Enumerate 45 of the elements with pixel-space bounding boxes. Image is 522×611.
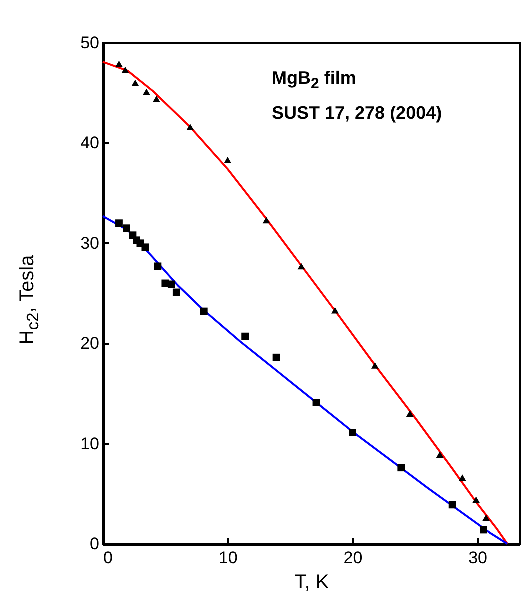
point [398, 464, 406, 472]
x-tick-label: 0 [104, 548, 113, 568]
point [142, 88, 150, 96]
point [482, 514, 490, 522]
point [186, 124, 194, 130]
y-tick-label: 40 [80, 134, 100, 153]
point [448, 501, 456, 509]
point [348, 429, 356, 436]
point [142, 244, 150, 252]
point [116, 220, 123, 228]
point [332, 307, 339, 314]
point [312, 399, 320, 406]
y-tick-label: 20 [80, 334, 100, 354]
point [172, 288, 180, 296]
point [200, 308, 208, 316]
point [262, 217, 270, 224]
y-tick-label: 30 [80, 234, 100, 253]
point [123, 224, 130, 232]
y-tick-label: 50 [80, 34, 100, 52]
point [116, 60, 123, 68]
point [132, 80, 140, 86]
point [472, 496, 480, 504]
x-tick-label: 10 [218, 548, 238, 568]
annotation: MgB$_{2}$ film [272, 67, 358, 95]
x-axis-title: T, K [294, 572, 330, 594]
point [272, 354, 280, 362]
point [152, 96, 160, 102]
line-series [102, 61, 509, 545]
y-tick-label: 0 [90, 534, 100, 554]
point [154, 262, 162, 270]
point [371, 362, 379, 369]
point [122, 66, 130, 74]
point [298, 263, 306, 270]
x-tick-label: 30 [468, 548, 488, 568]
point [168, 280, 176, 288]
y-tick-label: 10 [80, 434, 100, 454]
point [458, 474, 466, 482]
line-series [102, 215, 509, 545]
point [224, 157, 232, 164]
point [242, 332, 250, 340]
annotation: SUST 17, 278 (2004) [272, 102, 442, 125]
point [406, 410, 414, 417]
point [436, 452, 444, 458]
x-tick-label: 20 [344, 548, 363, 568]
point [480, 526, 488, 534]
